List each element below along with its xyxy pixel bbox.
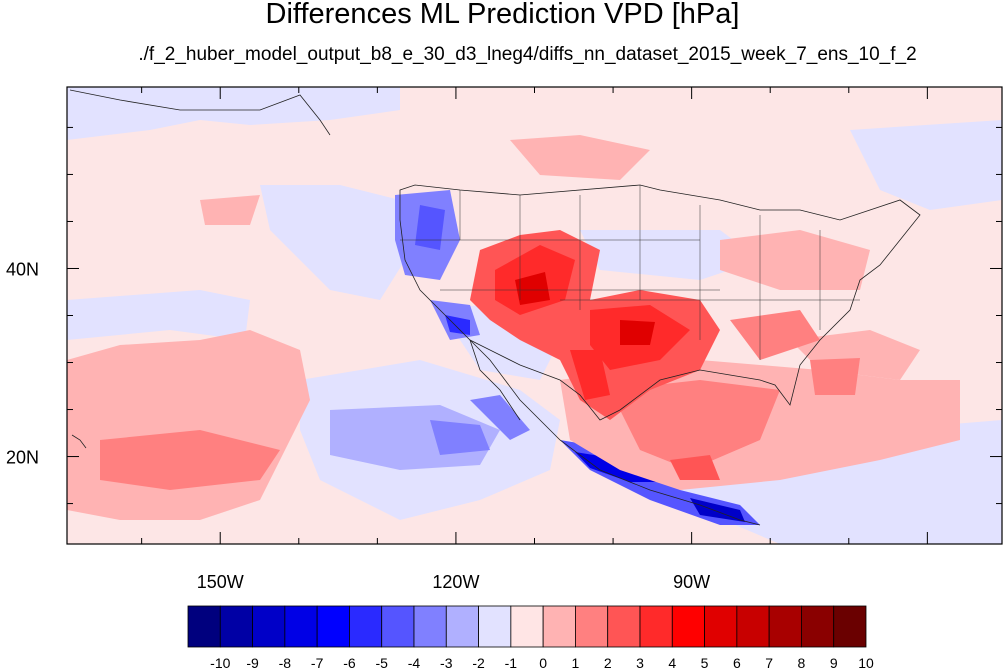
colorbar-label: 3 bbox=[636, 655, 644, 671]
field-patch bbox=[720, 230, 870, 290]
field-patch bbox=[67, 290, 250, 340]
field-patch bbox=[510, 135, 650, 180]
map-panel: 150W 120W 90W 40N 20N bbox=[6, 86, 1003, 592]
hawaii-islands bbox=[71, 434, 87, 449]
colorbar-swatch bbox=[510, 605, 544, 648]
field-patch bbox=[470, 395, 530, 440]
alaska-coast bbox=[69, 89, 331, 136]
colorbar-swatch bbox=[833, 605, 867, 648]
field-patch bbox=[690, 498, 745, 522]
map-ticks: 150W 120W 90W 40N 20N bbox=[6, 87, 1002, 592]
baja-coast bbox=[469, 339, 521, 421]
field-patch bbox=[810, 358, 860, 395]
colorbar-label: 10 bbox=[858, 655, 874, 671]
coastlines bbox=[69, 89, 921, 526]
colorbar-swatch bbox=[542, 605, 576, 648]
colorbar-label: 9 bbox=[830, 655, 838, 671]
colorbar-label: 1 bbox=[572, 655, 580, 671]
colorbar-label: -4 bbox=[408, 655, 421, 671]
colorbar-label: 7 bbox=[765, 655, 773, 671]
field-patch bbox=[200, 195, 260, 225]
field-patch bbox=[610, 380, 780, 470]
colorbar-swatch bbox=[607, 605, 641, 648]
colorbar-swatch bbox=[284, 605, 318, 648]
field-patch bbox=[67, 87, 400, 140]
field-patch bbox=[670, 455, 720, 480]
colorbar-label: -5 bbox=[375, 655, 388, 671]
usa-outline bbox=[399, 184, 921, 421]
field-patch bbox=[580, 230, 760, 280]
colorbar-swatch bbox=[187, 605, 221, 648]
colorbar-label: -10 bbox=[210, 655, 230, 671]
colorbar-label: -3 bbox=[440, 655, 453, 671]
colorbar-swatch bbox=[671, 605, 705, 648]
colorbar-swatch bbox=[252, 605, 286, 648]
field-patch bbox=[100, 430, 280, 490]
colorbar-label: -6 bbox=[343, 655, 356, 671]
lon-tick-label: 150W bbox=[197, 572, 244, 592]
colorbar-label: -1 bbox=[505, 655, 518, 671]
colorbar-swatch bbox=[801, 605, 835, 648]
lat-tick-label: 20N bbox=[6, 448, 39, 468]
difference-field bbox=[67, 87, 1002, 544]
colorbar-label: 8 bbox=[798, 655, 806, 671]
mexico-coast bbox=[469, 339, 761, 526]
colorbar-label: -8 bbox=[279, 655, 292, 671]
colorbar: -10 -9 -8 -7 -6 -5 -4 -3 -2 -1 0 1 2 3 4 5 6 7 8 9 10 bbox=[187, 605, 874, 671]
field-patch bbox=[430, 420, 490, 455]
colorbar-swatch bbox=[316, 605, 350, 648]
lon-tick-label: 120W bbox=[432, 572, 479, 592]
field-patch bbox=[570, 350, 610, 400]
field-patch bbox=[415, 205, 445, 250]
field-patch bbox=[330, 405, 500, 470]
plot-title: Differences ML Prediction VPD [hPa] bbox=[265, 0, 740, 30]
colorbar-swatch bbox=[575, 605, 609, 648]
colorbar-swatch bbox=[639, 605, 673, 648]
field-patch bbox=[445, 315, 470, 335]
colorbar-swatch bbox=[349, 605, 383, 648]
colorbar-label: -9 bbox=[246, 655, 259, 671]
field-patch bbox=[260, 185, 405, 300]
state-border-lines bbox=[400, 185, 860, 360]
colorbar-label: 0 bbox=[539, 655, 547, 671]
colorbar-label: 5 bbox=[701, 655, 709, 671]
colorbar-label: 6 bbox=[733, 655, 741, 671]
colorbar-swatch bbox=[219, 605, 253, 648]
state-borders bbox=[400, 185, 860, 360]
colorbar-label: 2 bbox=[604, 655, 612, 671]
colorbar-swatch bbox=[413, 605, 447, 648]
field-patch bbox=[850, 120, 1002, 210]
colorbar-swatch bbox=[768, 605, 802, 648]
colorbar-label: 4 bbox=[668, 655, 676, 671]
colorbar-swatch bbox=[381, 605, 415, 648]
colorbar-label: -2 bbox=[472, 655, 485, 671]
field-patch bbox=[620, 320, 655, 345]
lat-tick-label: 40N bbox=[6, 259, 39, 279]
colorbar-swatch bbox=[736, 605, 770, 648]
colorbar-swatch bbox=[445, 605, 479, 648]
field-patch bbox=[730, 310, 820, 360]
colorbar-swatch bbox=[478, 605, 512, 648]
colorbar-label: -7 bbox=[311, 655, 324, 671]
lon-tick-label: 90W bbox=[673, 572, 710, 592]
plot-subtitle: ./f_2_huber_model_output_b8_e_30_d3_lneg… bbox=[138, 44, 917, 65]
colorbar-swatch bbox=[704, 605, 738, 648]
field-patch bbox=[515, 272, 550, 305]
